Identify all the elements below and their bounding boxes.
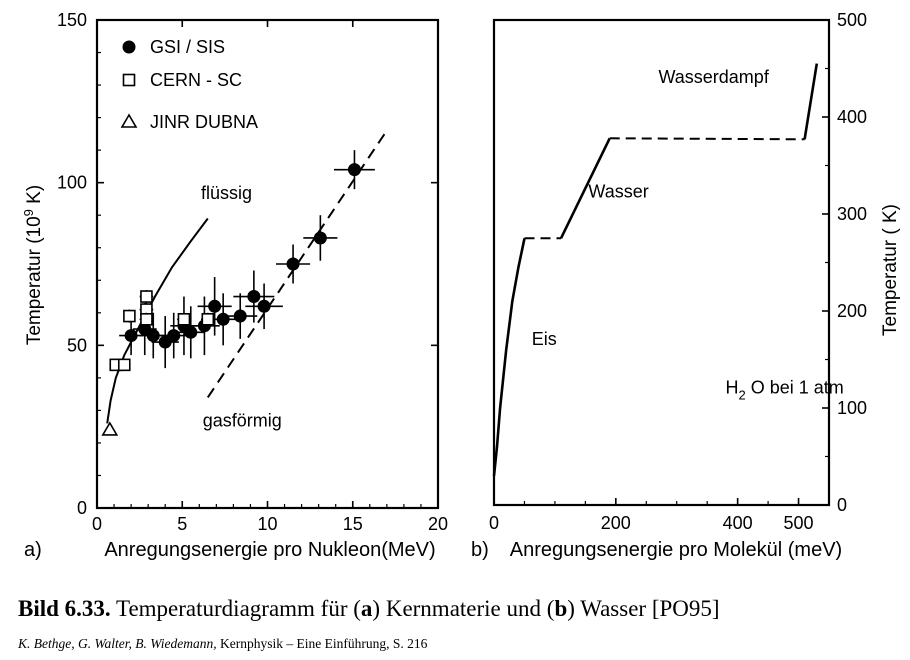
point-gsi-sis: [216, 312, 230, 326]
legend-marker-cern-sc: [122, 73, 136, 87]
point-gsi-sis: [146, 329, 160, 343]
legend-marker-gsi-sis: [122, 40, 136, 54]
x-tick-label-b: 500: [784, 513, 814, 533]
point-gsi-sis: [286, 257, 300, 271]
x-tick-label-b: 0: [489, 513, 499, 533]
region-label: Wasser: [588, 182, 648, 202]
point-cern-sc: [201, 313, 215, 326]
y-axis-label-a: Temperatur (109 K): [21, 185, 45, 345]
y-tick-label-a: 100: [57, 173, 87, 193]
caption-b: b: [554, 596, 568, 621]
point-jinr-dubna: [101, 421, 119, 436]
region-label: Eis: [532, 329, 557, 349]
y-axis-label-main-a: Temperatur (10: [24, 216, 45, 345]
y-tick-label-b: 300: [837, 204, 867, 224]
y-tick-label-b: 400: [837, 107, 867, 127]
phase-segment: [559, 137, 611, 239]
x-axis-label-a: Anregungsenergie pro Nukleon(MeV): [104, 539, 435, 561]
point-gsi-sis: [184, 325, 198, 339]
region-label: Wasserdampf: [658, 67, 769, 87]
source-rest: Kernphysik – Eine Einführung, S. 216: [219, 636, 428, 651]
y-tick-label-b: 500: [837, 10, 867, 30]
legend-label: GSI / SIS: [150, 37, 225, 57]
point-cern-sc: [140, 313, 153, 326]
y-axis-label-b: Temperatur ( K): [880, 204, 901, 336]
annotation-rest: O bei 1 atm: [746, 377, 844, 397]
caption-text-pre: Temperaturdiagramm für (: [116, 596, 361, 621]
phase-plateau: [609, 137, 805, 141]
phase-segment: [803, 63, 819, 140]
plot-frame-b: [492, 18, 831, 507]
y-tick-label-a: 150: [57, 10, 87, 30]
panel-b: 0 200 400 500 0 100 200 300 400 500 b) Anregungsene…: [471, 10, 901, 561]
annotation-h: H: [725, 377, 738, 397]
legend-marker-jinr-dubna: [120, 113, 138, 128]
x-tick-label-a: 5: [177, 514, 187, 534]
panel-label-a: a): [24, 539, 42, 561]
phase-segment: [492, 238, 526, 477]
point-gsi-sis: [124, 329, 138, 343]
y-axis-label-exp-a: 9: [21, 209, 36, 216]
figure-caption: Bild 6.33. Temperaturdiagramm für (a) Ke…: [18, 596, 720, 622]
y-tick-label-b: 0: [837, 495, 847, 515]
curve-liquid: [106, 217, 209, 424]
point-cern-sc: [117, 358, 131, 372]
caption-text-post: ) Wasser [PO95]: [567, 596, 720, 621]
y-tick-label-a: 50: [67, 335, 87, 355]
y-axis-label-unit-a: K): [24, 185, 45, 209]
legend-label: JINR DUBNA: [150, 112, 258, 132]
point-gsi-sis: [347, 163, 361, 177]
x-tick-label-b: 400: [723, 513, 753, 533]
legend-label: CERN - SC: [150, 70, 242, 90]
x-tick-label-a: 10: [257, 514, 277, 534]
y-tick-label-b: 100: [837, 398, 867, 418]
caption-a: a: [360, 596, 373, 621]
point-cern-sc: [140, 290, 153, 303]
y-tick-label-b: 200: [837, 301, 867, 321]
caption-label: Bild 6.33.: [18, 596, 111, 621]
x-tick-label-b: 200: [601, 513, 631, 533]
x-tick-label-a: 20: [428, 514, 448, 534]
source-line: K. Bethge, G. Walter, B. Wiedemann, Kern…: [18, 636, 427, 652]
panel-label-b: b): [471, 539, 489, 561]
annotation-b: H2 O bei 1 atm: [725, 377, 843, 402]
point-gsi-sis: [208, 299, 222, 313]
x-tick-label-a: 0: [92, 514, 102, 534]
point-cern-sc: [123, 309, 136, 323]
point-gsi-sis: [167, 329, 181, 343]
curve-label: gasförmig: [203, 411, 282, 431]
caption-text-mid: ) Kernmaterie und (: [372, 596, 555, 621]
point-gsi-sis: [257, 299, 271, 313]
source-authors: K. Bethge, G. Walter, B. Wiedemann,: [18, 636, 217, 651]
annotation-sub: 2: [738, 387, 745, 402]
x-axis-label-b: Anregungsenergie pro Molekül (meV): [510, 539, 842, 561]
point-gsi-sis: [233, 309, 247, 323]
point-gsi-sis: [247, 290, 261, 304]
y-tick-label-a: 0: [77, 498, 87, 518]
point-cern-sc: [177, 313, 191, 326]
panel-a: 0 5 10 15 20 0 50 100 150 a) Anregungsenergie pro …: [21, 10, 448, 561]
curve-label: flüssig: [201, 183, 252, 203]
point-gsi-sis: [313, 231, 327, 245]
plot-frame-a: [95, 18, 440, 510]
x-tick-label-a: 15: [343, 514, 363, 534]
